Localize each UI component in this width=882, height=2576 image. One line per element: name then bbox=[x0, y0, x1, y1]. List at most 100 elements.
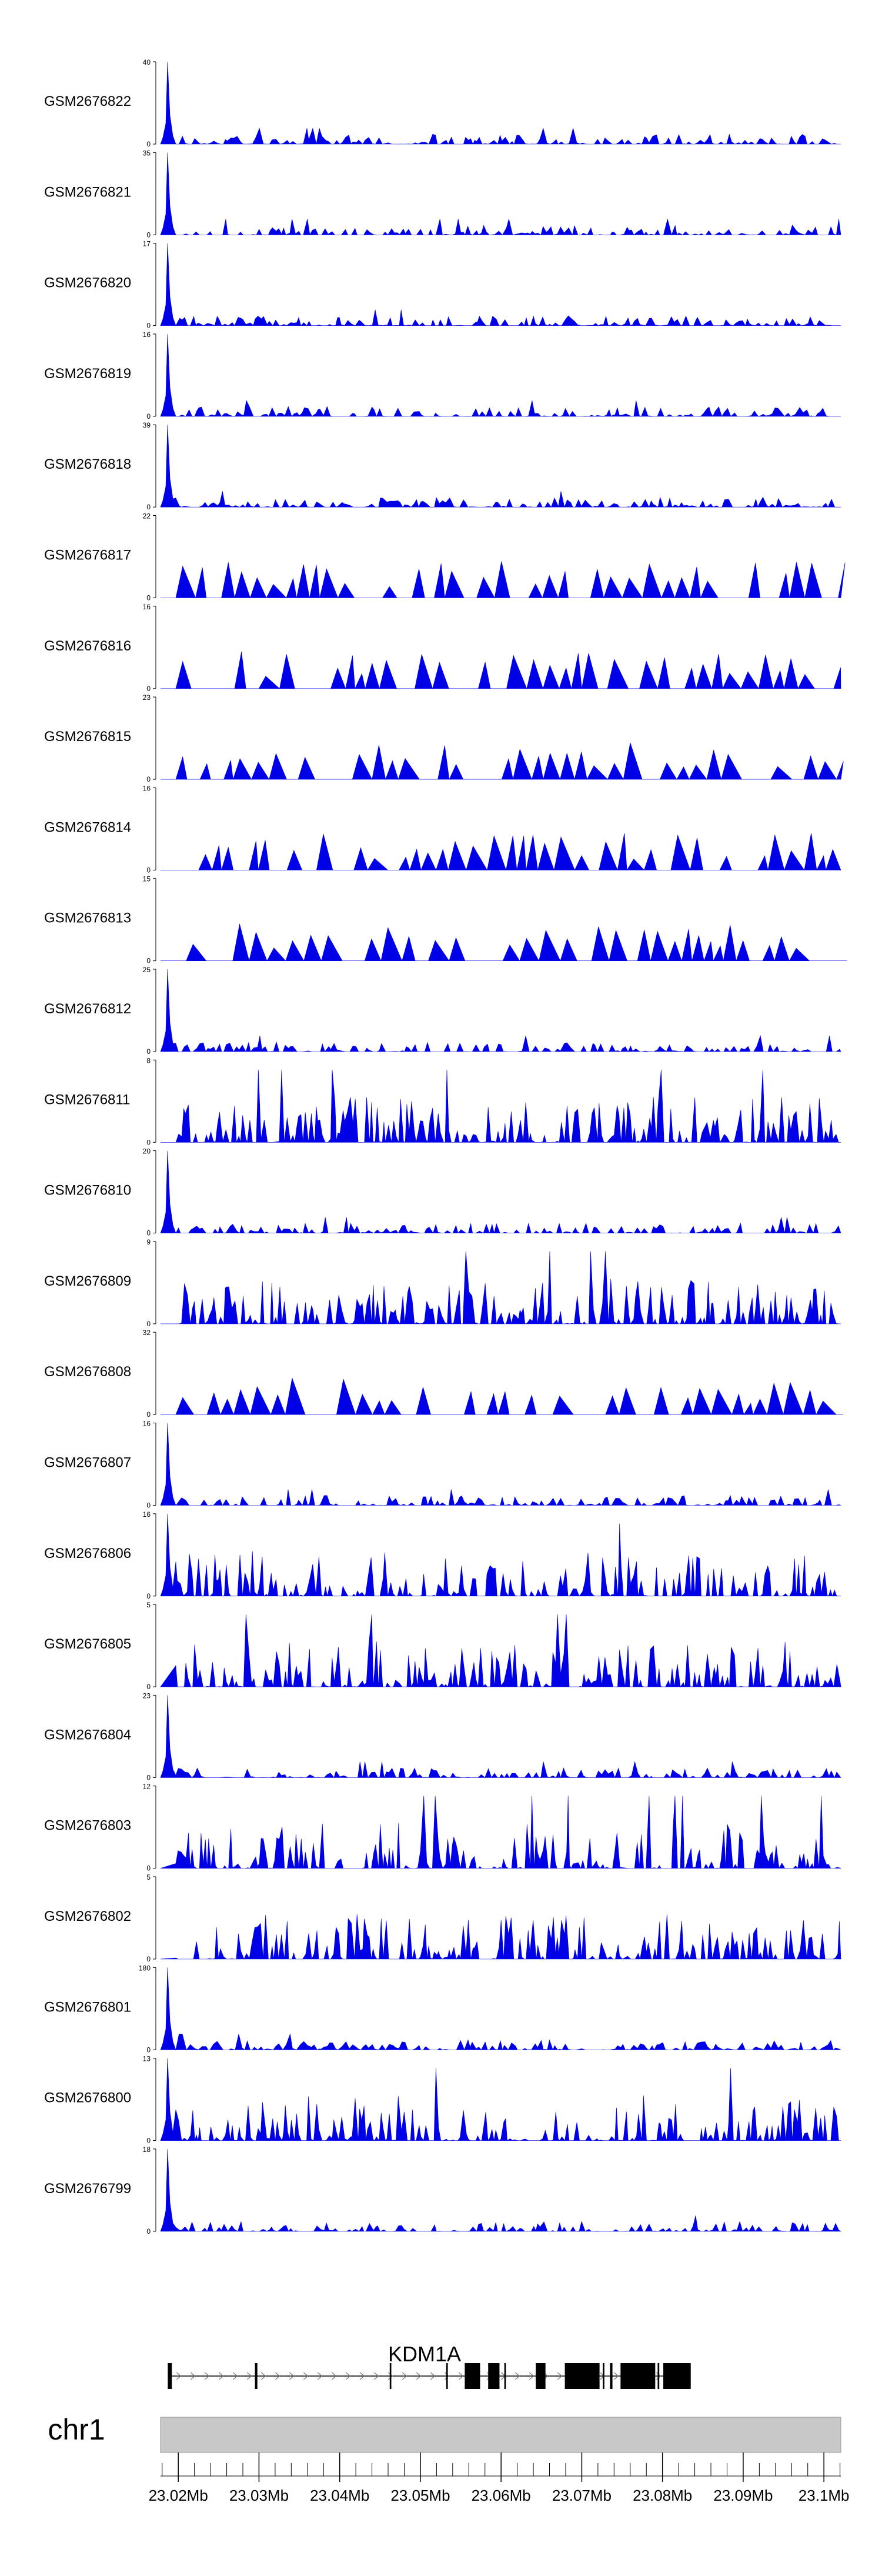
strand-arrow bbox=[514, 2372, 520, 2380]
y-max-label: 16 bbox=[143, 331, 151, 339]
track-GSM2676817: GSM2676817 22 0 bbox=[44, 512, 846, 602]
track-GSM2676820: GSM2676820 17 0 bbox=[44, 240, 841, 330]
axis-tick-label: 23.09Mb bbox=[713, 2487, 773, 2504]
track-GSM2676804: GSM2676804 23 0 bbox=[44, 1691, 841, 1781]
y-zero-label: 0 bbox=[146, 1229, 151, 1237]
track-label: GSM2676816 bbox=[44, 638, 131, 654]
y-zero-label: 0 bbox=[146, 594, 151, 602]
y-zero-label: 0 bbox=[146, 1138, 151, 1146]
track-GSM2676799: GSM2676799 18 0 bbox=[44, 2145, 842, 2235]
track-label: GSM2676808 bbox=[44, 1364, 131, 1380]
strand-arrow bbox=[373, 2372, 379, 2380]
track-GSM2676815: GSM2676815 23 0 bbox=[44, 693, 844, 783]
coverage-area bbox=[160, 1914, 841, 1960]
track-label: GSM2676818 bbox=[44, 456, 131, 472]
track-GSM2676801: GSM2676801 180 0 bbox=[44, 1964, 841, 2054]
axis-tick-label: 23.05Mb bbox=[390, 2487, 450, 2504]
track-GSM2676821: GSM2676821 35 0 bbox=[44, 149, 841, 239]
track-GSM2676805: GSM2676805 5 0 bbox=[44, 1601, 841, 1691]
y-zero-label: 0 bbox=[146, 1683, 151, 1691]
track-GSM2676809: GSM2676809 9 0 bbox=[44, 1238, 841, 1328]
y-max-label: 20 bbox=[143, 1147, 151, 1156]
gene-exon bbox=[564, 2363, 600, 2389]
strand-arrow bbox=[402, 2372, 407, 2380]
y-zero-label: 0 bbox=[146, 140, 151, 148]
coverage-area bbox=[160, 1614, 841, 1688]
track-GSM2676811: GSM2676811 8 0 bbox=[44, 1056, 841, 1146]
track-label: GSM2676800 bbox=[44, 2090, 131, 2106]
strand-arrow bbox=[317, 2372, 323, 2380]
coverage-area bbox=[160, 333, 841, 417]
track-GSM2676800: GSM2676800 13 0 bbox=[44, 2055, 841, 2145]
track-GSM2676822: GSM2676822 40 0 bbox=[44, 58, 841, 148]
coverage-area bbox=[160, 969, 841, 1052]
y-max-label: 180 bbox=[139, 1964, 151, 1972]
y-zero-label: 0 bbox=[146, 1773, 151, 1781]
track-GSM2676808: GSM2676808 32 0 bbox=[44, 1329, 843, 1419]
strand-arrow bbox=[232, 2372, 238, 2380]
y-zero-label: 0 bbox=[146, 866, 151, 874]
track-GSM2676802: GSM2676802 5 0 bbox=[44, 1873, 841, 1963]
axis-tick-label: 23.04Mb bbox=[310, 2487, 369, 2504]
track-GSM2676816: GSM2676816 16 0 bbox=[44, 603, 841, 693]
gene-annotation-track: KDM1A bbox=[168, 2342, 691, 2389]
track-GSM2676814: GSM2676814 16 0 bbox=[44, 784, 841, 874]
track-label: GSM2676806 bbox=[44, 1546, 131, 1561]
y-max-label: 16 bbox=[143, 784, 151, 792]
y-max-label: 16 bbox=[143, 603, 151, 611]
y-max-label: 16 bbox=[143, 1510, 151, 1519]
track-label: GSM2676809 bbox=[44, 1273, 131, 1289]
gene-exon bbox=[504, 2363, 506, 2389]
track-GSM2676807: GSM2676807 16 0 bbox=[44, 1420, 841, 1510]
y-zero-label: 0 bbox=[146, 231, 151, 239]
strand-arrow bbox=[260, 2372, 266, 2380]
strand-arrow bbox=[387, 2372, 393, 2380]
track-label: GSM2676803 bbox=[44, 1818, 131, 1834]
y-zero-label: 0 bbox=[146, 503, 151, 511]
gene-exon bbox=[488, 2363, 500, 2389]
axis-tick-label: 23.08Mb bbox=[633, 2487, 692, 2504]
y-zero-label: 0 bbox=[146, 957, 151, 965]
coverage-area bbox=[160, 1150, 841, 1234]
genome-axis-track: chr1 23.02Mb 23.03Mb 23.04Mb 23.05Mb 23.06Mb… bbox=[48, 2413, 849, 2504]
gene-exon bbox=[657, 2363, 660, 2389]
strand-arrow bbox=[613, 2372, 619, 2380]
strand-arrow bbox=[289, 2372, 295, 2380]
y-zero-label: 0 bbox=[146, 685, 151, 693]
strand-arrow bbox=[190, 2372, 196, 2380]
y-zero-label: 0 bbox=[146, 2227, 151, 2235]
y-max-label: 23 bbox=[143, 1691, 151, 1700]
gene-exon bbox=[663, 2363, 691, 2389]
coverage-area bbox=[161, 561, 846, 599]
y-zero-label: 0 bbox=[146, 1955, 151, 1963]
y-max-label: 17 bbox=[143, 240, 151, 248]
coverage-area bbox=[160, 152, 841, 236]
track-GSM2676818: GSM2676818 39 0 bbox=[44, 421, 841, 511]
y-zero-label: 0 bbox=[146, 775, 151, 783]
gene-exon bbox=[603, 2363, 604, 2389]
coverage-area bbox=[160, 1423, 841, 1506]
axis-tick-label: 23.02Mb bbox=[149, 2487, 208, 2504]
strand-arrow bbox=[246, 2372, 252, 2380]
y-max-label: 25 bbox=[143, 966, 151, 974]
coverage-area bbox=[160, 2148, 842, 2232]
track-GSM2676803: GSM2676803 12 0 bbox=[44, 1783, 841, 1873]
y-zero-label: 0 bbox=[146, 1047, 151, 1056]
coverage-area bbox=[161, 651, 841, 689]
axis-tick-label: 23.1Mb bbox=[799, 2487, 850, 2504]
gene-exon bbox=[389, 2363, 392, 2389]
y-max-label: 40 bbox=[143, 58, 151, 66]
track-label: GSM2676801 bbox=[44, 1999, 131, 2015]
coverage-area bbox=[160, 1513, 841, 1597]
gene-exon bbox=[620, 2363, 656, 2389]
track-label: GSM2676815 bbox=[44, 729, 131, 745]
coverage-area bbox=[161, 1070, 841, 1143]
ideogram-band bbox=[160, 2417, 841, 2453]
track-label: GSM2676804 bbox=[44, 1727, 131, 1743]
y-max-label: 22 bbox=[143, 512, 151, 520]
coverage-area bbox=[160, 1967, 841, 2051]
gene-exon bbox=[168, 2363, 172, 2389]
coverage-area bbox=[161, 923, 847, 962]
y-zero-label: 0 bbox=[146, 2137, 151, 2145]
coverage-area bbox=[160, 61, 841, 145]
